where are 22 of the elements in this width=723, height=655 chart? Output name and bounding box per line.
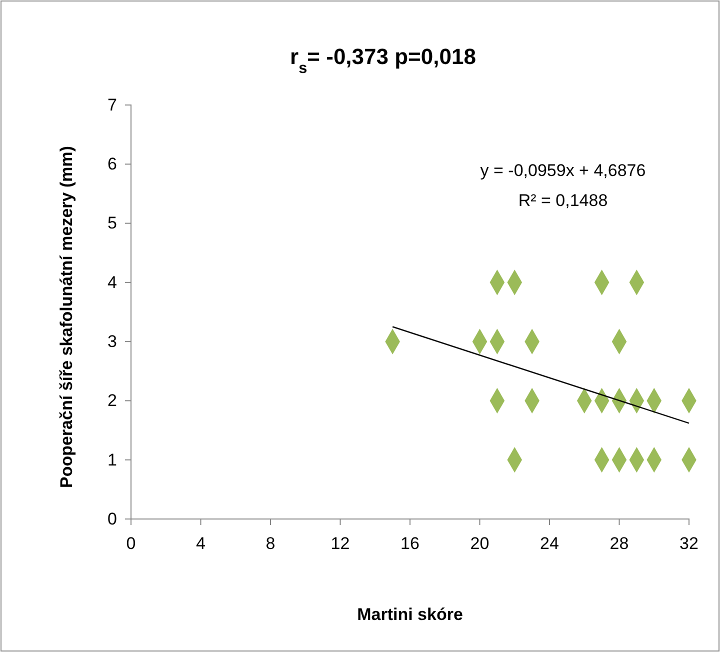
y-tick-label: 4 (108, 272, 117, 292)
y-tick-label: 5 (108, 214, 117, 233)
y-tick-label: 1 (108, 450, 117, 470)
y-axis-title: Pooperační šíře skafolunátní mezery (mm) (57, 146, 76, 488)
x-axis-title: Martini skóre (357, 605, 463, 624)
x-tick-label: 20 (470, 534, 490, 554)
x-tick-label: 32 (680, 534, 698, 554)
annotation: y = -0,0959x + 4,6876 (480, 161, 646, 180)
y-tick-label: 2 (108, 391, 117, 410)
x-tick-label: 8 (266, 534, 276, 554)
y-tick-label: 7 (108, 95, 117, 114)
y-tick-label: 0 (108, 509, 117, 528)
x-tick-label: 12 (330, 534, 350, 554)
annotation: R² = 0,1488 (518, 191, 608, 210)
x-tick-label: 4 (196, 534, 206, 554)
y-tick-label: 3 (108, 332, 117, 352)
y-tick-label: 6 (108, 154, 117, 174)
x-tick-label: 24 (540, 534, 559, 554)
x-tick-label: 28 (610, 534, 629, 554)
chart-title: r$_{s}$= -0,373 p=0,018 (290, 44, 476, 76)
x-tick-label: 0 (126, 534, 136, 554)
x-tick-label: 16 (400, 534, 420, 554)
